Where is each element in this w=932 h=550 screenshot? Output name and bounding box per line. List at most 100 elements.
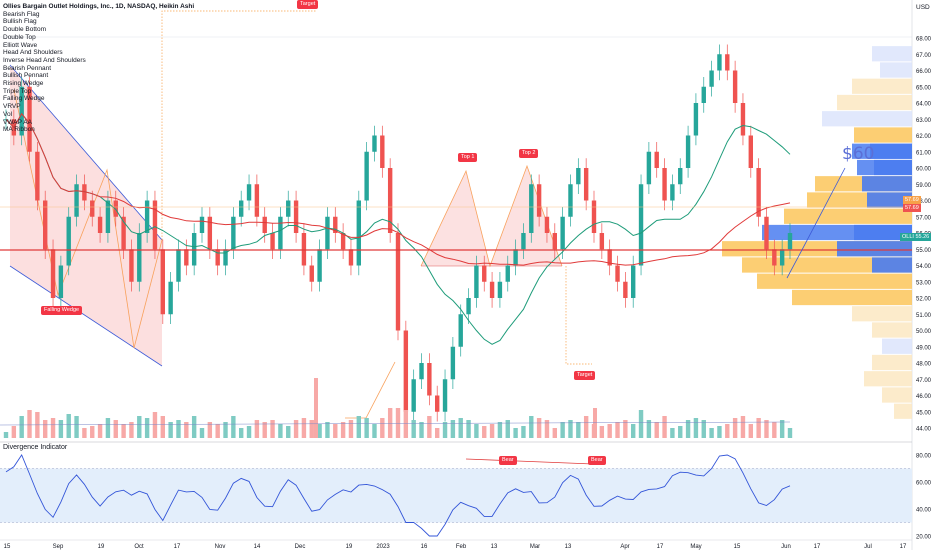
y-tick-label: 60.00 (916, 167, 932, 173)
candle-body (144, 200, 150, 233)
price-annotation: $60 (842, 144, 875, 164)
falling-wedge-label[interactable]: Falling Wedge (41, 306, 83, 315)
volume-bar (113, 420, 118, 438)
candle-body (678, 168, 683, 185)
projection-arrow (786, 167, 846, 279)
candle-body (450, 346, 456, 380)
y-tick-label: 59.00 (916, 183, 932, 189)
volume-bar (576, 422, 581, 438)
volume-bar (474, 424, 479, 438)
bear-label-1[interactable]: Bear (499, 456, 517, 465)
candle-body (623, 281, 628, 298)
legend-item[interactable]: Head And Shoulders (3, 49, 63, 57)
legend-item[interactable]: Vol (3, 110, 13, 118)
candle-body (717, 54, 722, 71)
x-tick-label: Jul (864, 544, 872, 550)
top2-label[interactable]: Top 2 (519, 149, 539, 158)
candle-body (317, 249, 322, 282)
candle-body (732, 70, 738, 103)
candle-body (43, 200, 48, 250)
volume-bar (638, 410, 644, 438)
bear-label-2[interactable]: Bear (588, 456, 606, 465)
legend-item[interactable]: Elliott Wave (3, 41, 38, 49)
volume-bar (50, 418, 56, 438)
legend-item[interactable]: VRVP (3, 103, 21, 111)
x-tick-label: 19 (98, 544, 105, 550)
profile-bar-up (837, 241, 912, 257)
candle-body (403, 330, 409, 412)
volume-bar (176, 420, 181, 438)
volume-bar (380, 418, 385, 438)
profile-bar-up (854, 224, 912, 241)
legend-item[interactable]: MA Ribbon (3, 126, 35, 134)
profile-bar (852, 306, 912, 322)
volume-bar (419, 422, 424, 438)
candle-body (772, 249, 777, 266)
candle-body (631, 265, 636, 298)
candle-body (756, 168, 761, 217)
bear-divergence-line (465, 458, 594, 465)
candle-body (168, 281, 173, 315)
candle-body (207, 216, 213, 250)
legend-item[interactable]: Rising Wedge (3, 80, 44, 88)
legend-item[interactable]: Bullish Flag (3, 18, 37, 26)
target-label-bottom[interactable]: Target (574, 371, 596, 380)
profile-bar (837, 94, 912, 111)
volume-bar (599, 426, 605, 438)
volume-bar (662, 416, 667, 438)
volume-bar (623, 420, 628, 438)
candle-body (348, 249, 354, 266)
legend-item[interactable]: Bearish Pennant (3, 64, 52, 72)
legend-item[interactable]: Double Bottom (3, 26, 46, 34)
volume-bar (756, 418, 761, 438)
x-tick-label: 15 (4, 544, 11, 550)
candle-body (646, 151, 652, 185)
candle-body (701, 86, 706, 103)
y-tick-label: 44.00 (916, 427, 932, 433)
legend-item[interactable]: Bearish Flag (3, 10, 40, 18)
x-tick-label: Nov (215, 544, 226, 550)
x-tick-label: Mar (530, 544, 540, 550)
top1-label[interactable]: Top 1 (458, 153, 478, 162)
legend-item[interactable]: Inverse Head And Shoulders (3, 56, 86, 64)
volume-bar (3, 432, 9, 438)
volume-bar (435, 428, 440, 438)
profile-bar (822, 111, 912, 127)
volume-bar (239, 428, 244, 438)
candle-body (442, 379, 448, 412)
volume-bar (278, 424, 283, 438)
candle-body (82, 184, 87, 201)
profile-bar-up (874, 159, 912, 176)
volume-bar (97, 424, 103, 438)
y-tick-label: 48.00 (916, 362, 932, 368)
candle-body (380, 135, 385, 168)
volume-bar (121, 424, 126, 438)
volume-bar (82, 428, 87, 438)
profile-bar (882, 338, 912, 354)
candle-body (137, 233, 142, 282)
candle-body (638, 184, 644, 266)
osc-tick-label: 60.00 (916, 481, 932, 487)
volume-bar (552, 428, 557, 438)
volume-bar (732, 418, 738, 438)
legend-item[interactable]: Double Top (3, 33, 36, 41)
candle-body (615, 265, 620, 282)
volume-bar (544, 420, 550, 438)
volume-bar (286, 426, 291, 438)
legend-item[interactable]: Bullish Pennant (3, 72, 49, 80)
profile-bar (742, 257, 912, 273)
currency-label: USD (916, 4, 930, 11)
x-tick-label: Feb (456, 544, 467, 550)
legend-item[interactable]: VWAP AA (3, 118, 32, 126)
volume-bar (231, 416, 236, 438)
indicator-legend: Ollies Bargain Outlet Holdings, Inc., 1D… (3, 3, 194, 134)
volume-bar (254, 420, 260, 438)
volume-bar (144, 418, 150, 438)
legend-item[interactable]: Falling Wedge (3, 95, 45, 103)
target-label-top[interactable]: Target (297, 0, 319, 9)
osc-tick-label: 20.00 (916, 535, 932, 541)
profile-bar (872, 354, 912, 371)
legend-item[interactable]: Triple Top (3, 87, 32, 95)
candle-body (748, 135, 753, 168)
